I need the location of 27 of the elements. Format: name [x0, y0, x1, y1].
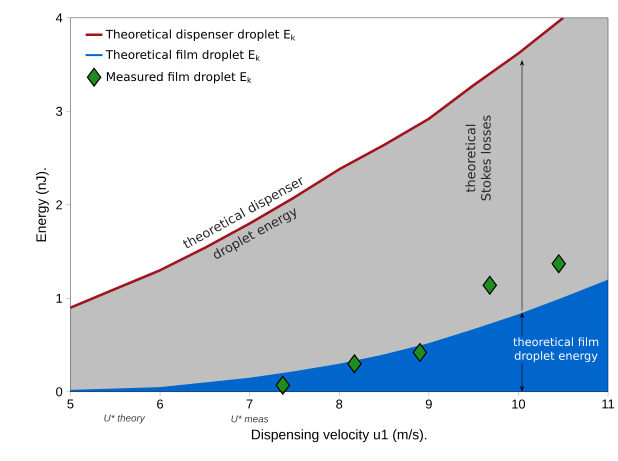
y-tick-label: 2 — [56, 200, 62, 210]
line-series — [70, 18, 565, 309]
legend-label: Theoretical dispenser droplet E$_{k}$ — [106, 29, 296, 41]
legend-label: Theoretical film droplet E$_{k}$ — [106, 50, 260, 62]
text: U* theory — [104, 414, 146, 424]
x-tick-label: 10 — [512, 399, 526, 408]
x-tick-label: 7 — [246, 399, 253, 408]
point — [412, 342, 428, 362]
x-tick-label: 8 — [336, 399, 342, 408]
annotation: theoretical Stokes losses — [465, 115, 491, 200]
y-tick-label: 3 — [56, 106, 62, 116]
y-axis-title: Energy (nJ). — [36, 168, 49, 242]
x-tick-label: 6 — [157, 399, 164, 408]
text: U* meas — [231, 415, 268, 422]
point — [551, 254, 566, 274]
annotation: theoretical film droplet energy — [513, 337, 598, 362]
x-axis-title: Dispensing velocity u1 (m/s). — [252, 429, 426, 442]
x-tick-label: 5 — [67, 399, 74, 408]
legend-label: Measured film droplet E$_{k}$ — [106, 72, 252, 84]
point — [347, 354, 362, 374]
y-tick-label: 4 — [56, 13, 62, 22]
x-tick-label: 9 — [426, 399, 432, 408]
y-tick-label: 0 — [56, 387, 62, 396]
point — [276, 376, 290, 395]
y-tick-label: 1 — [56, 294, 62, 303]
point — [482, 276, 498, 295]
x-tick-label: 11 — [602, 399, 614, 408]
